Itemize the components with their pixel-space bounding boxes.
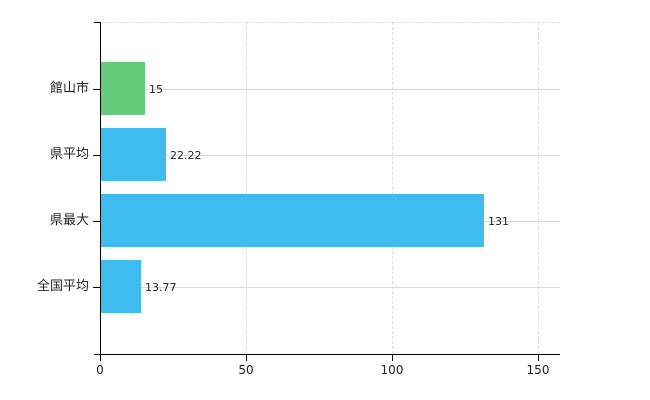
x-tick-label: 0 [96,363,104,377]
category-label: 館山市 [49,81,89,96]
column-gridline [538,22,539,354]
x-tick-label: 150 [526,363,550,377]
x-axis-tick [538,355,539,361]
bar [101,194,484,247]
bar-value-label: 22.22 [170,149,202,162]
y-axis-line [100,22,101,354]
bar [101,260,141,313]
column-gridline [392,22,393,354]
category-tick [93,155,100,156]
bar-value-label: 13.77 [145,281,177,294]
plot-top-border [100,22,560,23]
row-gridline [100,89,560,90]
row-gridline [100,287,560,288]
category-tick [93,287,100,288]
x-axis-line [94,354,560,355]
x-axis-tick [246,355,247,361]
row-gridline [100,155,560,156]
category-tick [93,221,100,222]
x-axis-tick [392,355,393,361]
bar-value-label: 131 [488,215,509,228]
category-tick [93,89,100,90]
column-gridline [246,22,247,354]
category-label: 県平均 [49,147,89,162]
x-axis-tick [100,355,101,361]
category-label: 全国平均 [36,279,89,294]
category-label: 県最大 [49,213,89,228]
bar [101,128,166,181]
x-tick-label: 100 [380,363,404,377]
bar-value-label: 15 [149,83,163,96]
bar [101,62,145,115]
y-axis-end-tick [94,22,100,23]
x-tick-label: 50 [238,363,254,377]
